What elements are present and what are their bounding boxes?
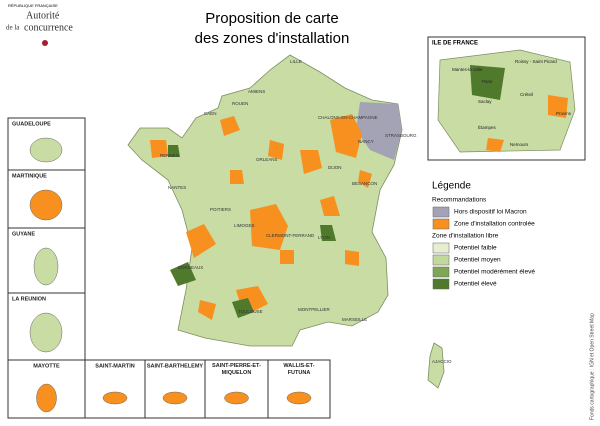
legend-title: Légende xyxy=(432,181,471,192)
inset-label: Roissy - Saint Picard xyxy=(515,59,557,64)
territory-shape xyxy=(36,383,57,413)
org-name: concurrence xyxy=(24,22,73,33)
city-label: CHALONS-EN-CHAMPAGNE xyxy=(318,115,378,120)
city-label: LIMOGES xyxy=(234,223,255,228)
territory-name: MAYOTTE xyxy=(33,363,60,369)
legend-swatch xyxy=(432,218,450,230)
city-label: CLERMONT-FERRAND xyxy=(266,233,315,238)
territory-shape xyxy=(102,391,128,405)
org-prefix: de la xyxy=(6,24,20,32)
city-label: LYON xyxy=(318,235,330,240)
legend-swatch xyxy=(432,278,450,290)
territory-shape xyxy=(29,189,63,221)
title: des zones d'installation xyxy=(195,30,350,47)
territory-shape xyxy=(286,391,312,405)
inset-label: Saclay xyxy=(478,99,492,104)
city-label: ORLEANS xyxy=(256,157,278,162)
legend-swatch xyxy=(432,266,450,278)
city-label: RENNES xyxy=(160,153,179,158)
title: Proposition de carte xyxy=(205,10,338,27)
source: Fonds cartographique : IGN et Open Stree… xyxy=(589,313,595,420)
territory-shape xyxy=(29,137,63,163)
inset-zone xyxy=(470,65,505,100)
inset-label: Paris xyxy=(482,79,493,84)
city-label: MONTPELLIER xyxy=(298,307,331,312)
city-label: MARSEILLE xyxy=(342,317,367,322)
city-label: AMIENS xyxy=(248,89,265,94)
territory-shape xyxy=(162,391,188,405)
territory-name: MARTINIQUE xyxy=(12,173,47,179)
legend-label: Hors dispositif loi Macron xyxy=(454,209,527,216)
territories-row xyxy=(7,359,331,419)
legend-label: Potentiel élevé xyxy=(454,281,497,288)
city-label: POITIERS xyxy=(210,207,231,212)
territory-shape xyxy=(224,391,249,405)
france-map xyxy=(127,54,445,389)
city-label: LILLE xyxy=(290,59,302,64)
inset-label: Mantes-la-Jolie xyxy=(452,67,483,72)
city-label: BESANCON xyxy=(352,181,377,186)
territory-name: GUADELOUPE xyxy=(12,121,51,127)
territory-shape xyxy=(29,312,63,353)
inset-zone xyxy=(486,95,568,152)
legend-swatch xyxy=(432,254,450,266)
inset-label: Étampes xyxy=(478,124,497,130)
legend-heading: Recommandations xyxy=(432,197,487,204)
territory-name: SAINT-BARTHELEMY xyxy=(147,363,204,369)
city-label: AJACCIO xyxy=(432,359,452,364)
inset-label: Créteil xyxy=(520,92,533,97)
republic: RÉPUBLIQUE FRANÇAISE xyxy=(8,3,58,8)
legend-label: Potentiel faible xyxy=(454,245,497,252)
legend-swatch xyxy=(432,206,450,218)
territory-name: SAINT-PIERRE-ET-MIQUELON xyxy=(212,363,261,376)
city-label: TOULOUSE xyxy=(238,309,263,314)
legend-label: Potentiel moyen xyxy=(454,257,501,264)
legend-label: Potentiel modérément élevé xyxy=(454,269,535,276)
city-label: STRASBOURG xyxy=(385,133,417,138)
legend-swatch xyxy=(432,242,450,254)
legend-label: Zone d'installation controlée xyxy=(454,221,535,228)
org-name: Autorité xyxy=(26,10,60,21)
logo-dot xyxy=(42,40,48,46)
legend-heading: Zone d'installation libre xyxy=(432,233,499,240)
city-label: CAEN xyxy=(204,111,217,116)
city-label: BORDEAUX xyxy=(178,265,203,270)
inset-label: Nemours xyxy=(510,142,529,147)
territory-name: SAINT-MARTIN xyxy=(95,363,134,369)
city-label: DIJON xyxy=(328,165,342,170)
inset-label: Provins xyxy=(556,111,572,116)
city-label: ROUEN xyxy=(232,101,248,106)
territory-name: GUYANE xyxy=(12,231,35,237)
territory-shape xyxy=(33,247,59,286)
territory-name: LA REUNION xyxy=(12,296,46,302)
city-label: NANCY xyxy=(358,139,374,144)
inset-title: ILE DE FRANCE xyxy=(432,41,478,47)
territory-name: WALLIS-ET-FUTUNA xyxy=(283,363,314,376)
city-label: NANTES xyxy=(168,185,186,190)
